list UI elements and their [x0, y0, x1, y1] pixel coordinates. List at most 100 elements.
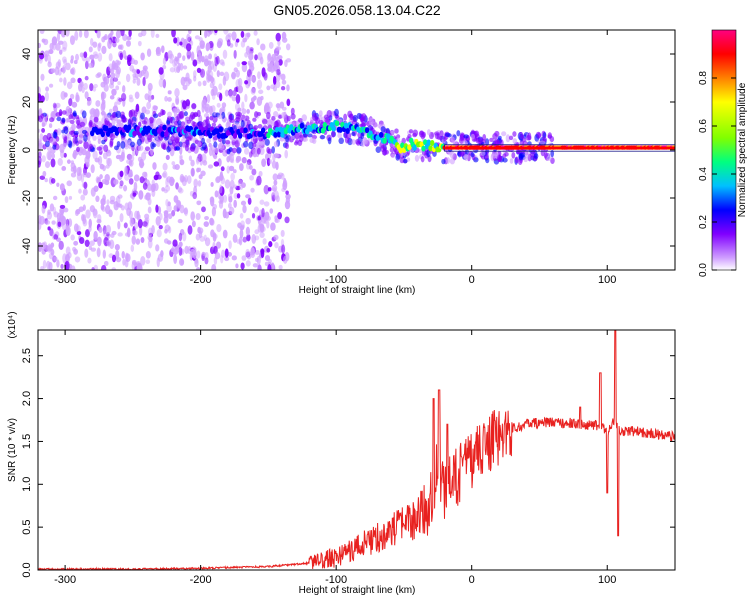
- spectrogram-cell: [260, 127, 266, 134]
- spectrogram-cell: [180, 121, 186, 127]
- spectrogram-cell: [41, 127, 46, 133]
- spectrogram-cell: [111, 117, 116, 126]
- spectrogram-cell: [38, 86, 41, 95]
- spectrogram-cell: [155, 204, 159, 213]
- spectrogram-cell: [52, 195, 58, 201]
- spectrogram-cell: [233, 49, 237, 59]
- spectrogram-cell: [56, 128, 62, 136]
- spectrogram-cell: [237, 222, 242, 229]
- spectrogram-cell: [219, 92, 223, 102]
- spectrogram-cell: [285, 190, 289, 195]
- spectrogram-cell: [245, 226, 250, 236]
- spectrogram-cell: [70, 166, 75, 172]
- spectrogram-cell: [102, 73, 107, 82]
- spectrogram-cell: [172, 107, 177, 114]
- spectrogram-cell: [169, 58, 174, 64]
- spectrogram-cell: [227, 193, 233, 200]
- spectrogram-cell: [273, 153, 280, 159]
- spectrogram-cell: [198, 52, 202, 63]
- spectrogram-cell: [38, 140, 43, 147]
- spectrogram-cell: [275, 126, 280, 133]
- spectrogram-cell: [163, 215, 169, 224]
- spectrogram-cell: [199, 235, 205, 242]
- spectrogram-cell: [273, 190, 279, 201]
- spectrogram-cell: [191, 220, 196, 228]
- spectrogram-cell: [139, 176, 145, 184]
- spectrogram-cell: [74, 30, 79, 41]
- spectrogram-cell: [84, 239, 90, 248]
- spectrogram-cell: [285, 193, 291, 200]
- spectrogram-cell: [250, 97, 255, 103]
- spectrogram-x-axis-label: Height of straight line (km): [299, 285, 416, 296]
- spectrogram-cell: [78, 236, 85, 245]
- spectrogram-cell: [360, 131, 365, 140]
- spectrogram-cell: [103, 144, 109, 153]
- spectrogram-cell: [419, 130, 424, 136]
- spectrogram-cell: [39, 133, 44, 142]
- spectrogram-cell: [236, 122, 241, 129]
- spectrogram-cell: [53, 234, 59, 240]
- spectrogram-cell: [239, 163, 244, 172]
- spectrogram-cell: [44, 220, 51, 225]
- spectrogram-cell: [222, 229, 228, 239]
- spectrogram-cell: [76, 119, 81, 126]
- spectrogram-cell: [236, 239, 242, 244]
- spectrogram-cell: [70, 77, 76, 84]
- spectrogram-cell: [115, 30, 122, 39]
- spectrogram-cell: [137, 156, 143, 162]
- spectrogram-cell: [48, 123, 53, 129]
- spectrogram-cell: [343, 122, 349, 129]
- spectrogram-cell: [80, 194, 86, 201]
- spectrogram-cell: [193, 178, 198, 188]
- spectrogram-cell: [186, 43, 192, 52]
- spectrogram-cell: [104, 179, 110, 186]
- spectrogram-cell: [147, 206, 152, 214]
- spectrogram-cell: [251, 168, 257, 176]
- spectrogram-cell: [183, 111, 188, 117]
- spectrogram-cell: [368, 117, 374, 126]
- spectrogram-cell: [520, 134, 525, 139]
- spectrogram-cell: [114, 145, 119, 151]
- spectrogram-cell: [143, 70, 149, 79]
- spectrogram-cell: [85, 209, 91, 219]
- spectrogram-cell: [241, 61, 247, 66]
- spectrogram-cell: [68, 140, 73, 149]
- spectrogram-cell: [114, 37, 120, 43]
- spectrogram-cell: [121, 251, 125, 259]
- spectrogram-cell: [65, 246, 71, 256]
- spectrogram-cell: [119, 52, 123, 61]
- spectrogram-cell: [88, 121, 93, 128]
- spectrogram-cell: [271, 160, 277, 169]
- spectrogram-cell: [206, 94, 211, 104]
- spectrogram-cell: [253, 30, 258, 36]
- spectrogram-cell: [223, 194, 228, 203]
- spectrogram-cell: [128, 117, 134, 124]
- spectrogram-cell: [257, 71, 261, 80]
- spectrogram-cell: [484, 138, 490, 146]
- spectrogram-cell: [147, 239, 153, 249]
- spectrogram-cell: [48, 49, 54, 55]
- spectrogram-cell: [400, 142, 405, 149]
- spectrogram-cell: [100, 131, 105, 138]
- spectrogram-cell: [197, 141, 202, 147]
- spectrogram-cell: [281, 37, 288, 43]
- spectrogram-cell: [71, 67, 76, 76]
- spectrogram-cell: [188, 155, 193, 162]
- spectrogram-cell: [214, 30, 218, 34]
- spectrogram-cell: [204, 257, 209, 265]
- spectrogram-cell: [186, 33, 191, 43]
- spectrogram-cell: [211, 105, 216, 113]
- spectrogram-cell: [95, 176, 100, 184]
- spectrogram-cell: [61, 110, 67, 115]
- spectrogram-cell: [110, 72, 116, 79]
- spectrogram-cell: [172, 239, 178, 247]
- spectrogram-cell: [122, 85, 126, 93]
- spectrogram-cell: [394, 128, 399, 134]
- spectrogram-cell: [171, 30, 176, 38]
- spectrogram-cell: [512, 131, 517, 137]
- spectrogram-cell: [216, 132, 222, 139]
- spectrogram-cell: [109, 199, 115, 205]
- spectrogram-cell: [268, 159, 273, 165]
- spectrogram-cell: [110, 233, 115, 238]
